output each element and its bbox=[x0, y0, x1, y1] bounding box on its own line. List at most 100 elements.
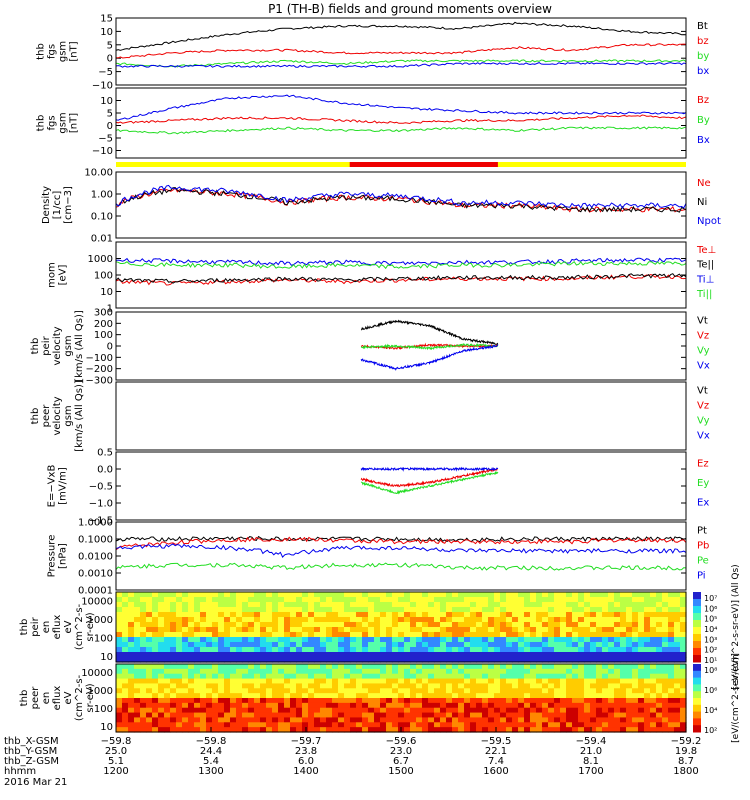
heatmap-cell bbox=[488, 622, 495, 628]
heatmap-cell bbox=[470, 627, 477, 633]
heatmap-cell bbox=[200, 673, 207, 680]
heatmap-cell bbox=[440, 707, 447, 714]
heatmap-cell bbox=[326, 602, 333, 608]
heatmap-cell bbox=[302, 664, 309, 670]
heatmap-cell bbox=[482, 617, 489, 623]
heatmap-cell bbox=[566, 712, 573, 719]
heatmap-cell bbox=[434, 597, 441, 603]
heatmap-cell bbox=[602, 647, 609, 653]
heatmap-cell bbox=[128, 693, 135, 699]
heatmap-cell bbox=[200, 683, 207, 689]
heatmap-cell bbox=[650, 612, 657, 618]
heatmap-cell bbox=[326, 637, 333, 643]
heatmap-cell bbox=[596, 642, 603, 648]
heatmap-cell bbox=[524, 612, 531, 618]
heatmap-cell bbox=[128, 652, 135, 658]
heatmap-cell bbox=[494, 664, 501, 670]
heatmap-cell bbox=[524, 622, 531, 628]
heatmap-cell bbox=[506, 622, 513, 628]
heatmap-cell bbox=[416, 683, 423, 689]
heatmap-cell bbox=[266, 602, 273, 608]
heatmap-cell bbox=[458, 712, 465, 719]
heatmap-cell bbox=[548, 664, 555, 670]
heatmap-cell bbox=[668, 612, 675, 618]
panel-9: thb peir en eflux eV (cm^2-s-sr-eV)1000010001… bbox=[19, 564, 741, 689]
heatmap-cell bbox=[200, 627, 207, 633]
heatmap-cell bbox=[344, 607, 351, 613]
heatmap-cell bbox=[194, 683, 201, 689]
heatmap-cell bbox=[254, 642, 261, 648]
heatmap-cell bbox=[494, 673, 501, 680]
heatmap-cell bbox=[650, 727, 657, 733]
heatmap-cell bbox=[434, 664, 441, 670]
heatmap-cell bbox=[638, 617, 645, 623]
heatmap-cell bbox=[116, 664, 123, 670]
heatmap-cell bbox=[326, 664, 333, 670]
heatmap-cell bbox=[134, 592, 141, 598]
heatmap-cell bbox=[254, 673, 261, 680]
heatmap-cell bbox=[596, 678, 603, 685]
heatmap-cell bbox=[488, 592, 495, 598]
heatmap-cell bbox=[356, 632, 363, 638]
heatmap-cell bbox=[176, 612, 183, 618]
heatmap-cell bbox=[236, 592, 243, 598]
heatmap-cell bbox=[446, 617, 453, 623]
heatmap-cell bbox=[470, 673, 477, 680]
heatmap-cell bbox=[194, 652, 201, 658]
heatmap-cell bbox=[380, 693, 387, 699]
ylabel-line: (cm^2-s- bbox=[74, 674, 85, 721]
heatmap-cell bbox=[296, 722, 303, 728]
heatmap-cell bbox=[632, 602, 639, 608]
heatmap-cell bbox=[650, 607, 657, 613]
heatmap-cell bbox=[500, 683, 507, 689]
heatmap-cell bbox=[230, 622, 237, 628]
heatmap-cell bbox=[254, 664, 261, 670]
heatmap-cell bbox=[368, 707, 375, 714]
heatmap-cell bbox=[266, 668, 273, 675]
heatmap-cell bbox=[182, 607, 189, 613]
heatmap-cell bbox=[158, 627, 165, 633]
heatmap-cell bbox=[230, 678, 237, 685]
heatmap-cell bbox=[572, 612, 579, 618]
heatmap-cell bbox=[428, 617, 435, 623]
heatmap-cell bbox=[230, 727, 237, 733]
heatmap-cell bbox=[380, 637, 387, 643]
heatmap-cell bbox=[344, 597, 351, 603]
heatmap-cell bbox=[440, 673, 447, 680]
series-line-8-Pe bbox=[115, 562, 687, 571]
heatmap-cell bbox=[242, 712, 249, 719]
heatmap-cell bbox=[488, 683, 495, 689]
heatmap-cell bbox=[410, 693, 417, 699]
heatmap-cell bbox=[194, 612, 201, 618]
heatmap-cell bbox=[656, 597, 663, 603]
heatmap-cell bbox=[416, 673, 423, 680]
heatmap-cell bbox=[356, 707, 363, 714]
heatmap-cell bbox=[380, 612, 387, 618]
heatmap-cell bbox=[422, 683, 429, 689]
heatmap-cell bbox=[536, 664, 543, 670]
heatmap-cell bbox=[626, 727, 633, 733]
heatmap-cell bbox=[116, 612, 123, 618]
heatmap-cell bbox=[614, 592, 621, 598]
heatmap-cell bbox=[542, 717, 549, 723]
heatmap-cell bbox=[140, 678, 147, 685]
heatmap-cell bbox=[380, 642, 387, 648]
heatmap-cell bbox=[392, 664, 399, 670]
heatmap-cell bbox=[428, 702, 435, 709]
heatmap-cell bbox=[422, 727, 429, 733]
heatmap-cell bbox=[386, 712, 393, 719]
ylabel-line: gsm bbox=[63, 405, 74, 426]
heatmap-cell bbox=[524, 702, 531, 709]
heatmap-cell bbox=[632, 683, 639, 689]
heatmap-cell bbox=[260, 657, 267, 663]
heatmap-cell bbox=[434, 712, 441, 719]
heatmap-cell bbox=[668, 693, 675, 699]
heatmap-cell bbox=[626, 688, 633, 694]
heatmap-cell bbox=[272, 712, 279, 719]
heatmap-cell bbox=[572, 712, 579, 719]
heatmap-cell bbox=[530, 632, 537, 638]
heatmap-cell bbox=[668, 597, 675, 603]
heatmap-cell bbox=[314, 698, 321, 704]
heatmap-cell bbox=[320, 617, 327, 623]
heatmap-cell bbox=[242, 693, 249, 699]
